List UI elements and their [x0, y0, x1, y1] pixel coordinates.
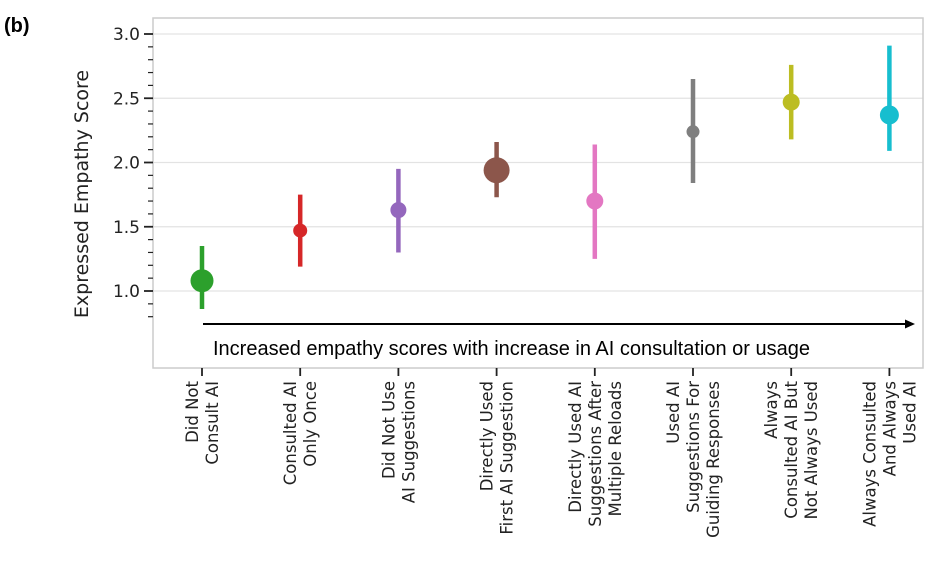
y-tick-label: 1.0	[113, 282, 140, 302]
data-point	[879, 105, 899, 125]
trend-annotation: Increased empathy scores with increase i…	[213, 338, 810, 360]
y-axis-title: Expressed Empathy Score	[71, 70, 93, 318]
x-tick-label-line: Directly Used AI	[566, 381, 585, 513]
x-axis: Did Not Consult AI Consulted AI Only Once Di…	[183, 368, 919, 538]
gridlines	[153, 33, 923, 292]
x-tick-label-line: Always	[762, 381, 781, 439]
y-tick-label: 2.5	[113, 89, 140, 109]
x-tick-label-line: AI Suggestions	[399, 381, 418, 503]
x-tick-label-line: Did Not Use	[379, 381, 398, 479]
x-tick-label-line: Multiple Reloads	[606, 381, 625, 517]
x-tick-label-line: Suggestions For	[684, 381, 703, 513]
x-tick-label-line: Only Once	[301, 381, 320, 467]
data-point	[782, 93, 800, 111]
x-tick-label-line: Suggestions After	[586, 381, 605, 527]
trend-arrow-head	[905, 319, 915, 329]
data-point	[190, 269, 214, 293]
x-tick-label-line: Directly Used	[478, 381, 497, 491]
x-tick-label: Did Not Use AI Suggestions	[379, 381, 418, 503]
x-tick-label: Did Not Consult AI	[183, 380, 222, 464]
x-tick-label: Used AI Suggestions For Guiding Responses	[664, 381, 723, 538]
x-tick-label-line: Used AI	[900, 381, 919, 444]
data-series	[190, 45, 899, 309]
y-tick-label: 3.0	[113, 25, 140, 45]
x-tick-label: Directly Used AI Suggestions After Multipl…	[566, 381, 625, 527]
data-point	[686, 125, 700, 139]
x-tick-label-line: Consult AI	[203, 381, 222, 465]
plot-frame	[152, 17, 924, 369]
x-tick-label: Directly Used First AI Suggestion	[478, 381, 517, 535]
x-tick-label-line: Not Always Used	[802, 381, 821, 520]
y-axis: 1.0 1.5 2.0 2.5 3.0	[113, 25, 153, 318]
x-tick-label-line: First AI Suggestion	[498, 381, 517, 535]
data-point	[293, 223, 308, 238]
x-tick-label-line: And Always	[880, 381, 899, 476]
data-point	[483, 157, 510, 184]
x-tick-label-line: Guiding Responses	[704, 381, 723, 538]
x-tick-label: Always Consulted And Always Used AI	[860, 381, 919, 527]
x-tick-label-line: Did Not	[183, 380, 202, 442]
x-tick-label-line: Consulted AI	[281, 381, 300, 485]
trend-arrow	[203, 319, 915, 329]
x-tick-label-line: Always Consulted	[860, 381, 879, 527]
x-tick-label: Consulted AI Only Once	[281, 381, 320, 485]
y-tick-label: 2.0	[113, 154, 140, 174]
x-tick-label-line: Consulted AI But	[782, 380, 801, 518]
data-point	[586, 192, 604, 210]
panel-label: (b)	[4, 15, 30, 37]
y-tick-label: 1.5	[113, 218, 140, 238]
x-tick-label-line: Used AI	[664, 381, 683, 444]
x-tick-label: Always Consulted AI But Not Always Used	[762, 380, 821, 519]
data-point	[390, 202, 407, 219]
